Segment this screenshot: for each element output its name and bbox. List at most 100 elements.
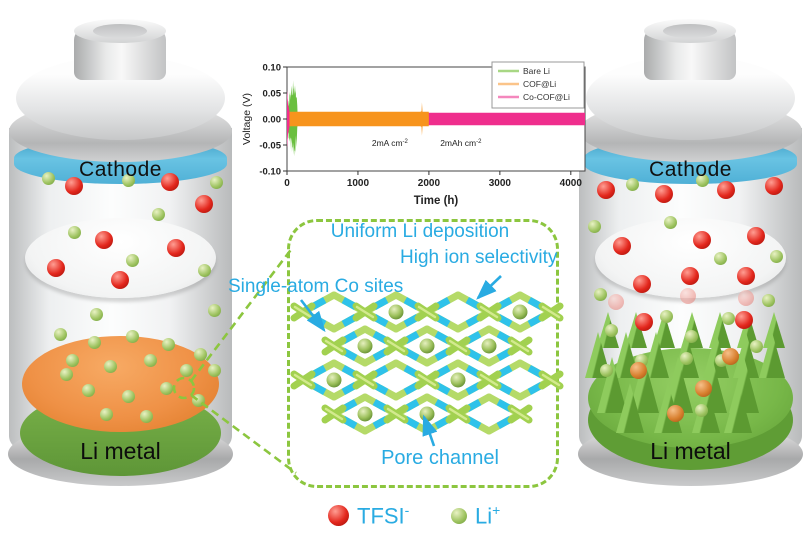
- legend-entry-label: Bare Li: [523, 66, 550, 76]
- tfsi-legend-label: TFSI-: [357, 502, 409, 529]
- li-ion-sphere: [59, 367, 73, 381]
- trapped-tfsi-sphere: [666, 404, 684, 422]
- tfsi-anion-sphere: [95, 231, 113, 249]
- right-battery: Cathode Li metal: [578, 18, 803, 496]
- li-charge-sup: +: [492, 502, 501, 518]
- svg-text:0.00: 0.00: [263, 115, 282, 126]
- li-ion-sphere: [81, 383, 95, 397]
- li-ion-sphere: [65, 353, 79, 367]
- li-ion-sphere: [604, 323, 618, 337]
- battery-terminal-button: [644, 19, 736, 80]
- li-ion-sphere: [207, 363, 221, 377]
- tfsi-anion-sphere: [693, 231, 711, 249]
- trapped-tfsi-sphere: [629, 361, 647, 379]
- li-ion-sphere: [721, 311, 735, 325]
- tfsi-anion-sphere: [735, 311, 753, 329]
- cof-coating-disk: [22, 336, 219, 432]
- li-ion-sphere: [53, 327, 67, 341]
- tfsi-label-text: TFSI: [357, 503, 405, 529]
- li-ion-sphere: [451, 508, 467, 524]
- svg-text:1000: 1000: [347, 178, 370, 189]
- tfsi-anion-sphere: [111, 271, 129, 289]
- li-ion-sphere: [684, 329, 698, 343]
- li-ion-sphere: [625, 177, 639, 191]
- series-co-cof-li-initial: [287, 90, 290, 148]
- annotation-current-density: 2mAh cm-2: [440, 138, 482, 148]
- voltage-time-chart: 0 1000 2000 3000 4000 0.10 0.05 0.00 -0.05 -0.10 V…: [241, 61, 586, 207]
- li-ion-sphere: [659, 309, 673, 323]
- li-metal-label: Li metal: [650, 438, 731, 464]
- chart-legend: Bare Li COF@Li Co-COF@Li: [491, 61, 585, 109]
- cathode-label: Cathode: [649, 158, 732, 181]
- li-ion-sphere: [89, 307, 103, 321]
- li-ion-sphere: [67, 225, 81, 239]
- high-ion-selectivity-label: High ion selectivity: [400, 247, 558, 268]
- li-legend-label: Li+: [475, 502, 500, 529]
- legend-entry-label: Co-COF@Li: [523, 92, 570, 102]
- tfsi-anion-sphere: [597, 181, 615, 199]
- li-ion-sphere: [121, 173, 135, 187]
- li-ion-sphere: [679, 351, 693, 365]
- svg-text:2000: 2000: [418, 178, 441, 189]
- series-cof-li: [287, 102, 429, 136]
- li-ion-sphere: [663, 215, 677, 229]
- faded-tfsi-sphere: [738, 290, 754, 306]
- li-ion-sphere: [695, 173, 709, 187]
- tfsi-anion-sphere: [195, 195, 213, 213]
- li-ion-sphere: [99, 407, 113, 421]
- li-ion-sphere: [694, 403, 708, 417]
- li-ion-sphere: [121, 389, 135, 403]
- tfsi-anion-sphere: [328, 505, 349, 526]
- li-ion-sphere: [197, 263, 211, 277]
- li-ion-sphere: [209, 175, 223, 189]
- li-ion-sphere: [191, 393, 205, 407]
- li-ion-sphere: [41, 171, 55, 185]
- li-ion-sphere: [125, 253, 139, 267]
- tfsi-anion-sphere: [167, 239, 185, 257]
- svg-text:0.05: 0.05: [263, 89, 282, 100]
- li-ion-sphere: [749, 339, 763, 353]
- li-ion-sphere: [587, 219, 601, 233]
- svg-text:3000: 3000: [489, 178, 512, 189]
- tfsi-anion-sphere: [747, 227, 765, 245]
- faded-tfsi-sphere: [680, 288, 696, 304]
- tfsi-anion-sphere: [717, 181, 735, 199]
- tfsi-anion-sphere: [737, 267, 755, 285]
- li-ion-sphere: [161, 337, 175, 351]
- svg-text:-0.10: -0.10: [259, 167, 281, 178]
- y-axis-label: Voltage (V): [241, 93, 253, 145]
- tfsi-anion-sphere: [655, 185, 673, 203]
- annotation-current-density: 2mA cm-2: [372, 138, 409, 148]
- tfsi-anion-sphere: [681, 267, 699, 285]
- li-ion-sphere: [151, 207, 165, 221]
- tfsi-anion-sphere: [161, 173, 179, 191]
- li-ion-sphere: [769, 249, 783, 263]
- li-label-text: Li: [475, 503, 493, 529]
- trapped-tfsi-sphere: [694, 379, 712, 397]
- li-ion-sphere: [193, 347, 207, 361]
- trapped-tfsi-sphere: [721, 347, 739, 365]
- li-ion-sphere: [179, 363, 193, 377]
- x-axis-label: Time (h): [414, 195, 459, 207]
- li-ion-sphere: [143, 353, 157, 367]
- series-co-cof-li: [287, 90, 585, 148]
- li-ion-sphere: [139, 409, 153, 423]
- svg-text:-0.05: -0.05: [259, 141, 281, 152]
- uniform-li-deposition-label: Uniform Li deposition: [330, 221, 510, 242]
- li-ion-sphere: [159, 381, 173, 395]
- tfsi-anion-sphere: [65, 177, 83, 195]
- svg-text:0.10: 0.10: [263, 63, 282, 74]
- tfsi-charge-sup: -: [404, 502, 410, 518]
- tfsi-anion-sphere: [613, 237, 631, 255]
- li-metal-label: Li metal: [80, 438, 161, 464]
- cathode-label: Cathode: [79, 158, 162, 181]
- li-ion-sphere: [761, 293, 775, 307]
- li-ion-sphere: [207, 303, 221, 317]
- faded-tfsi-sphere: [608, 294, 624, 310]
- li-ion-sphere: [593, 287, 607, 301]
- left-battery: Cathode Li metal: [8, 18, 233, 496]
- battery-terminal-button: [74, 19, 166, 80]
- tfsi-anion-sphere: [633, 275, 651, 293]
- li-ion-sphere: [125, 329, 139, 343]
